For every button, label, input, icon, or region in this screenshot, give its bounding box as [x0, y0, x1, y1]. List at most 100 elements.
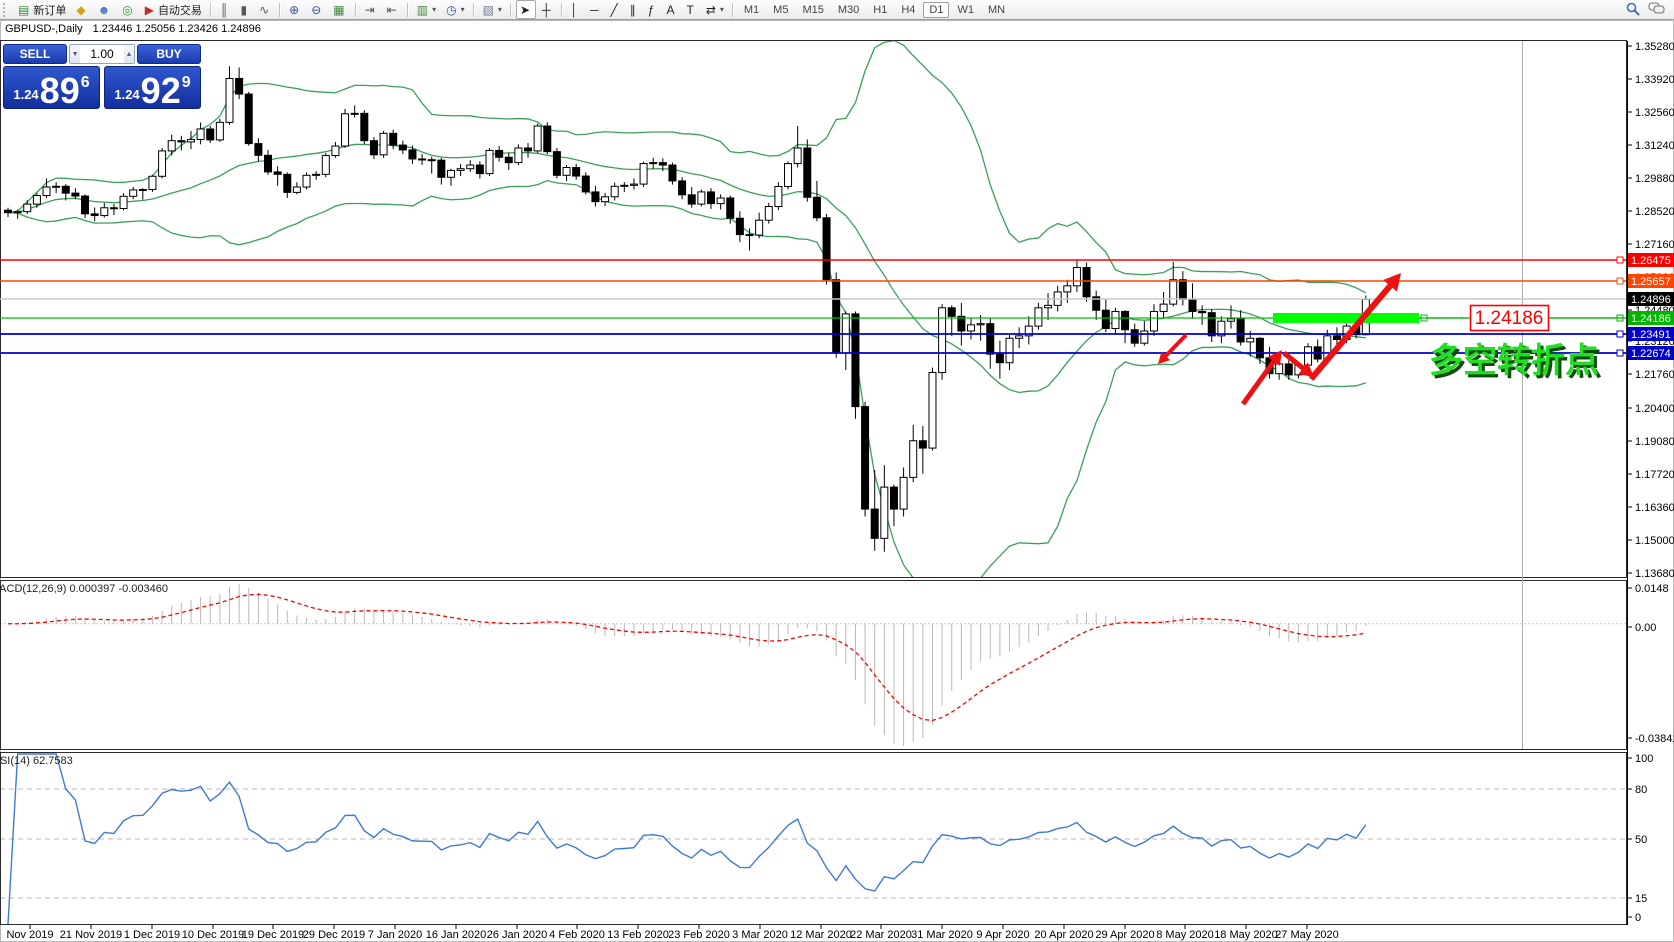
line-anchor-square[interactable] — [1616, 349, 1624, 357]
arrows-button[interactable]: ⇄ ▾ — [702, 0, 728, 19]
zoom-in-button[interactable]: ⊕ — [285, 0, 305, 19]
time-tick-label: 8 May 2020 — [1156, 929, 1213, 941]
candle-body — [1236, 318, 1245, 343]
candle-body — [706, 191, 715, 205]
candle-body — [23, 203, 32, 213]
sell-price-panel[interactable]: 1.24 89 6 — [3, 66, 100, 109]
candle-body — [446, 169, 455, 178]
candle-body — [235, 77, 244, 95]
candle-body — [986, 323, 995, 355]
sell-button[interactable]: SELL — [3, 44, 67, 64]
price-axis[interactable]: 1.35280 1.33920 1.32560 1.31240 1.29880 1.285… — [1627, 41, 1674, 925]
rsi-pane[interactable] — [0, 753, 1626, 924]
chevron-down-icon[interactable]: ▾ — [497, 5, 502, 14]
trend-arrow-shaft[interactable] — [1308, 278, 1397, 381]
bar-chart-button[interactable]: ║ — [216, 0, 235, 19]
candle-body — [225, 77, 234, 123]
line-anchor-square[interactable] — [1616, 330, 1624, 338]
cursor-button[interactable]: ➤ — [515, 0, 536, 19]
tf-mn-button[interactable]: MN — [987, 3, 1006, 16]
candle-body — [1217, 320, 1226, 337]
text-button[interactable]: A — [662, 0, 680, 19]
auto-scroll-button[interactable]: ⇥ — [361, 0, 381, 19]
toolbar-separator — [509, 2, 512, 17]
candle-body — [1149, 310, 1158, 332]
chevron-down-icon[interactable]: ▾ — [432, 5, 437, 14]
price-badge — [1628, 311, 1674, 325]
candle-body — [793, 147, 802, 165]
candle-body — [822, 217, 831, 281]
line-anchor-square[interactable] — [1616, 277, 1624, 285]
candle-body — [302, 174, 311, 188]
tile-windows-button[interactable]: ▦ — [329, 0, 350, 19]
market-button[interactable]: ◆ — [72, 0, 91, 19]
candle-body — [177, 140, 186, 143]
text-label-button[interactable]: T — [682, 0, 699, 19]
candle-body — [389, 132, 398, 146]
tile-windows-icon: ▦ — [333, 2, 345, 17]
tf-m30-button[interactable]: M30 — [837, 3, 860, 16]
candle-body — [697, 191, 706, 205]
candle-body — [52, 185, 61, 188]
tf-d1-button[interactable]: D1 — [923, 1, 950, 18]
crosshair-button[interactable]: ┼ — [538, 0, 557, 19]
tf-h1-button[interactable]: H1 — [873, 3, 888, 16]
fibonacci-button[interactable]: ƒ — [644, 0, 661, 19]
candle-body — [870, 508, 879, 539]
toolbar-grip[interactable] — [3, 2, 10, 17]
tf-m5-button[interactable]: M5 — [773, 3, 789, 16]
volume-input[interactable] — [80, 45, 124, 63]
chart-shift-button[interactable]: ⇤ — [383, 0, 403, 19]
macd-pane[interactable] — [0, 584, 1626, 746]
volume-decrease-button[interactable]: ▼ — [70, 45, 81, 63]
trend-arrow-shaft[interactable] — [1240, 355, 1280, 406]
zoom-out-button[interactable]: ⊖ — [307, 0, 327, 19]
tf-m1-button[interactable]: M1 — [743, 3, 760, 16]
chart-shift-icon: ⇤ — [386, 2, 397, 17]
main-pane-frame — [0, 40, 1627, 578]
search-icon[interactable] — [1626, 2, 1640, 16]
price-badge — [1628, 253, 1674, 267]
buy-price-panel[interactable]: 1.24 92 9 — [104, 66, 201, 109]
chat-icon[interactable] — [1648, 2, 1666, 16]
new-order-icon: ▤ — [18, 2, 30, 17]
vertical-line-button[interactable]: │ — [567, 0, 585, 19]
candlestick-chart-button[interactable]: ▮ — [236, 0, 253, 19]
expert-advisors-button[interactable]: ☻ — [94, 0, 117, 19]
volume-increase-button[interactable]: ▲ — [123, 45, 135, 63]
toolbar-separator — [209, 2, 212, 17]
expert-advisors-icon: ☻ — [97, 2, 111, 17]
support-zone-bar[interactable] — [1273, 313, 1419, 323]
new-order-button[interactable]: ▤ 新订单 — [14, 0, 70, 19]
price-badge — [1628, 327, 1674, 341]
tf-h4-button[interactable]: H4 — [901, 3, 916, 16]
price-tick-label: 1.27160 — [1635, 239, 1674, 251]
line-anchor-square[interactable] — [1616, 256, 1624, 264]
chevron-down-icon[interactable]: ▾ — [460, 5, 465, 14]
chevron-down-icon[interactable]: ▾ — [719, 5, 724, 14]
rsi-tick-label: 15 — [1635, 893, 1647, 905]
signals-button[interactable]: ◎ — [118, 0, 138, 19]
trendline-button[interactable]: ╱ — [607, 0, 624, 19]
autotrading-icon: ▶ — [144, 2, 154, 17]
tf-w1-button[interactable]: W1 — [957, 3, 974, 16]
candle-body — [678, 180, 687, 196]
channel-button[interactable]: ∥ — [626, 0, 642, 19]
bollinger-lower-band — [7, 179, 1367, 577]
candle-body — [273, 171, 282, 175]
indicators-button[interactable]: ▧ ▾ — [479, 0, 506, 19]
time-axis[interactable]: Nov 2019 21 Nov 2019 1 Dec 2019 10 Dec 2019… — [6, 925, 1339, 941]
tf-m15-button[interactable]: M15 — [802, 3, 824, 16]
main-pane[interactable] — [4, 41, 1370, 578]
new-chart-button[interactable]: ▥ ▾ — [413, 0, 440, 19]
buy-button[interactable]: BUY — [137, 44, 201, 64]
annotation-text[interactable]: 多空转折点 — [1429, 342, 1599, 380]
profiles-button[interactable]: ◷ ▾ — [442, 0, 469, 19]
horizontal-line-button[interactable]: ─ — [586, 0, 605, 19]
candle-body — [995, 353, 1004, 364]
trend-arrow-shaft[interactable] — [1161, 333, 1188, 361]
level-label-box[interactable] — [1469, 304, 1550, 332]
line-chart-button[interactable]: ∿ — [255, 0, 275, 19]
autotrading-button[interactable]: ▶ 自动交易 — [141, 0, 206, 19]
